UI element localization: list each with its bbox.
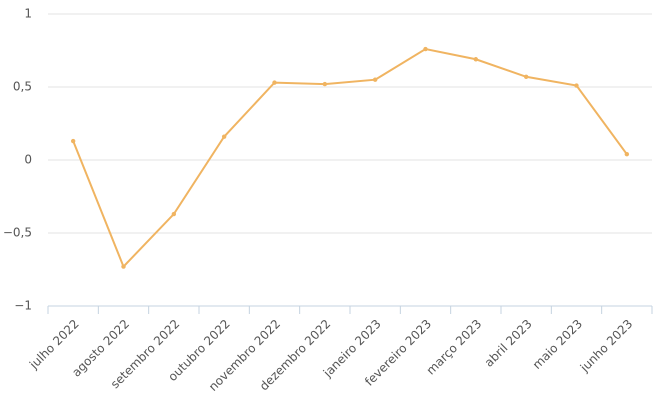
point <box>624 151 630 157</box>
x-tick-label: abril 2023 <box>482 317 535 370</box>
point <box>171 211 177 217</box>
point <box>121 264 126 269</box>
x-tick-label: julho 2022 <box>26 317 82 373</box>
point <box>70 138 76 144</box>
y-tick-label: 0,5 <box>13 80 32 94</box>
point <box>221 134 227 139</box>
x-tick-label: junho 2023 <box>577 317 636 376</box>
point <box>372 77 378 82</box>
y-tick-label: −0,5 <box>3 226 32 240</box>
point <box>272 80 277 85</box>
point <box>574 83 579 88</box>
point <box>473 57 479 62</box>
point <box>423 46 428 52</box>
y-tick-label: 1 <box>24 7 32 21</box>
y-tick-label: 0 <box>24 153 32 167</box>
point <box>322 81 328 87</box>
x-tick-label: maio 2023 <box>530 317 585 372</box>
y-tick-label: −1 <box>14 299 32 313</box>
line <box>72 47 628 269</box>
point <box>523 74 529 79</box>
